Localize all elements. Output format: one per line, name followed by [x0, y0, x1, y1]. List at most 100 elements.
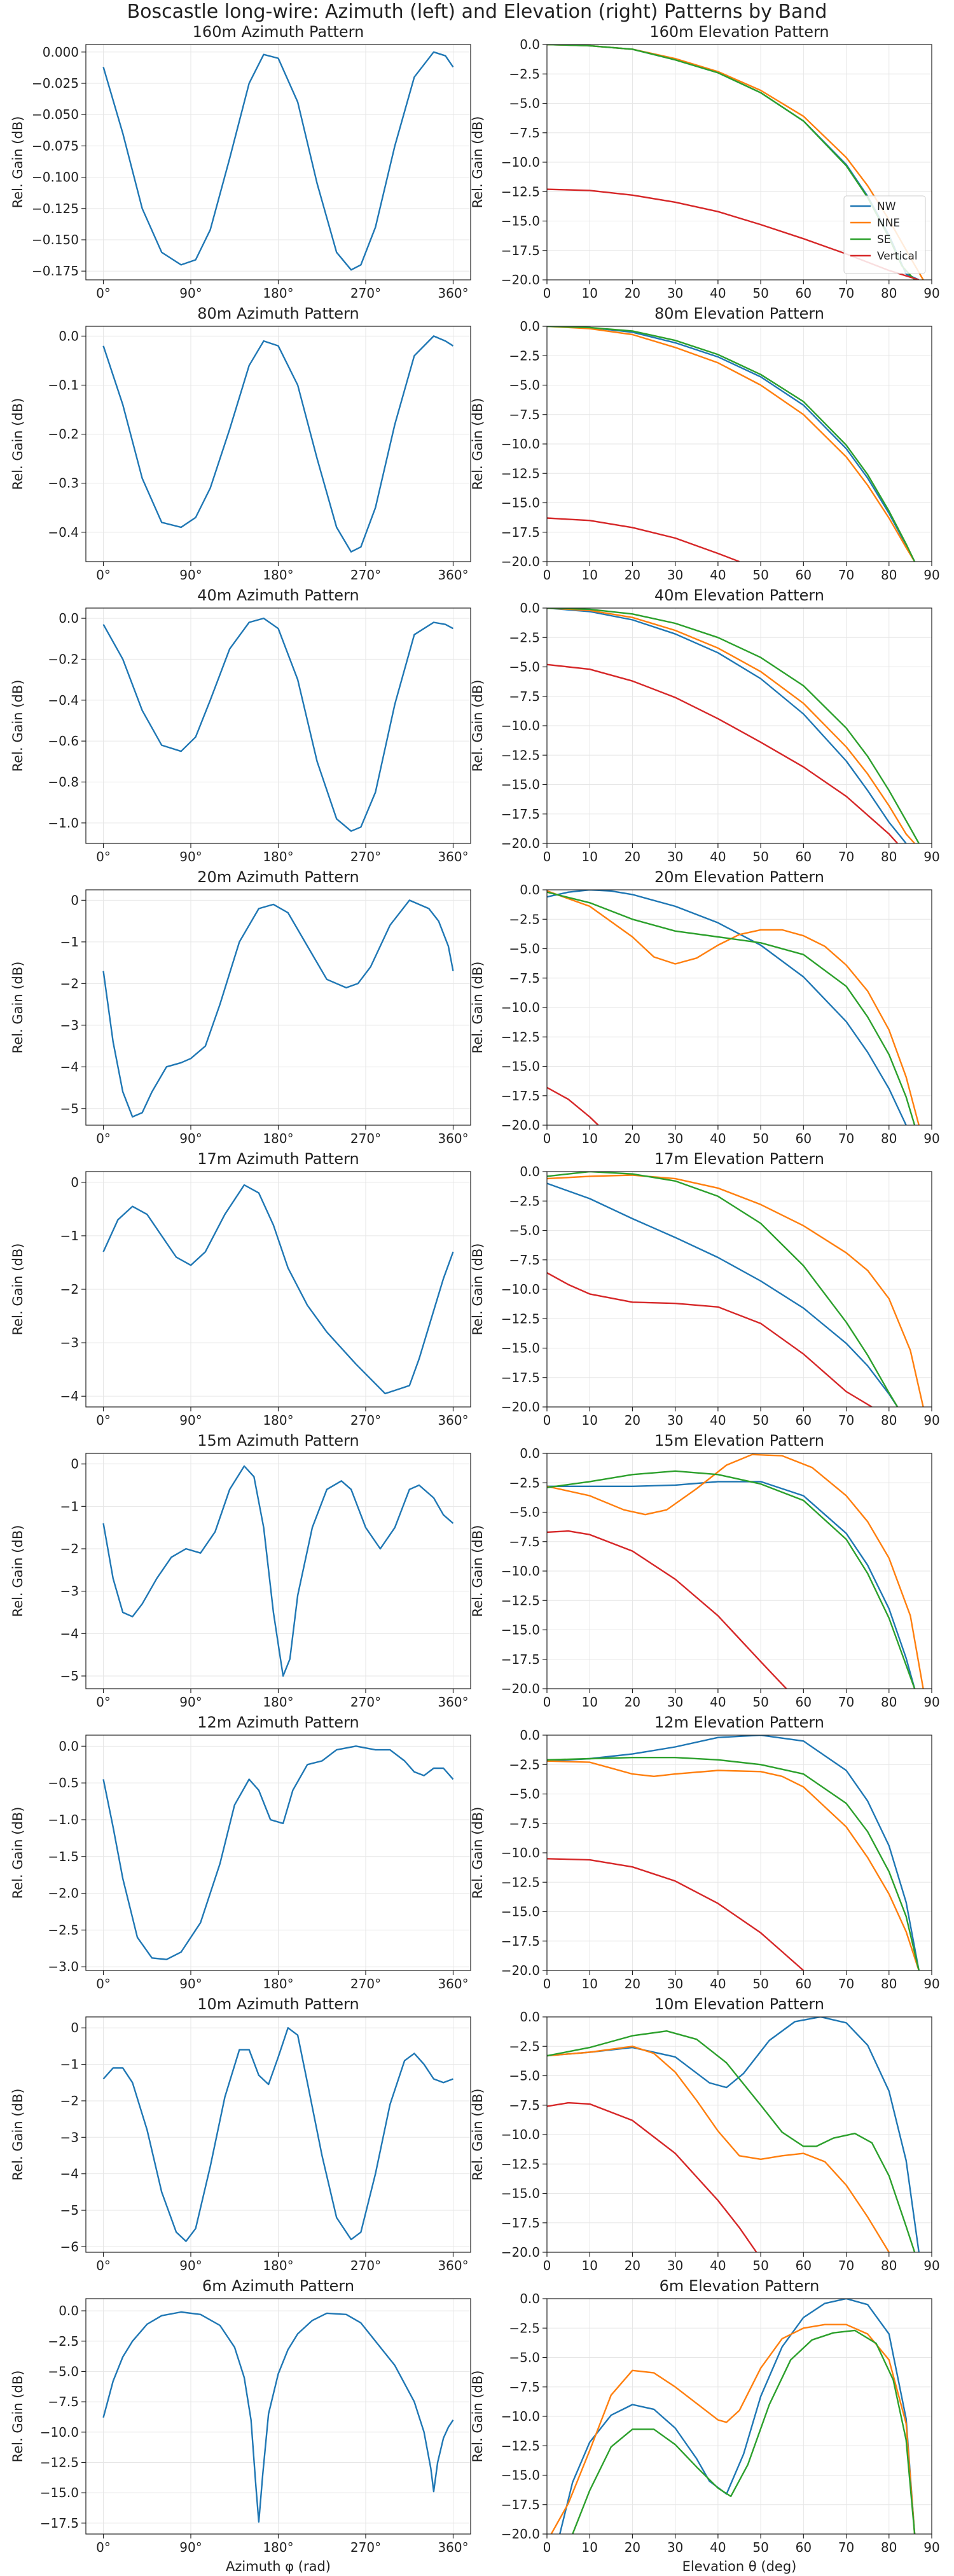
y-tick-label: −12.5 — [501, 1311, 540, 1326]
chart-panel: 0° 90° 180° 270° 360° −5 −4 −3 −2 −1 0 15m Azimuth … — [10, 1432, 471, 1710]
x-tick-label: 80 — [881, 286, 897, 301]
chart-panel: 0° 90° 180° 270° 360° −3.0 −2.5 −2.0 −1.5 −1.0 −0.… — [10, 1714, 471, 1991]
y-tick-label: −20.0 — [501, 272, 540, 287]
chart-panel: 0° 90° 180° 270° 360° −17.5 −15.0 −12.5 −10.0 −7.… — [10, 2277, 471, 2574]
y-tick-label: −1 — [60, 1228, 79, 1243]
x-tick-label: 270° — [350, 2540, 381, 2555]
x-tick-label: 60 — [796, 849, 812, 864]
chart-panel: 0° 90° 180° 270° 360° −4 −3 −2 −1 0 17m Azimuth Pa… — [10, 1150, 471, 1428]
y-tick-label: −2.5 — [48, 1922, 79, 1937]
chart-panel: 0 10 20 30 40 50 60 70 80 90 −20.0 −17.5 −15.0 −12.5 −… — [470, 868, 940, 1146]
y-tick-label: −1.0 — [48, 815, 79, 831]
x-tick-label: 90 — [923, 2258, 939, 2273]
y-tick-label: −20.0 — [501, 836, 540, 851]
x-tick-label: 0° — [96, 2258, 111, 2273]
x-tick-label: 50 — [752, 567, 768, 583]
x-tick-label: 10 — [581, 2258, 597, 2273]
y-tick-label: −3 — [60, 1018, 79, 1033]
x-tick-label: 0° — [96, 567, 111, 583]
series-line — [547, 1453, 924, 1689]
legend-label: Vertical — [877, 250, 918, 263]
series-line — [547, 1735, 920, 1970]
panel-title: 17m Elevation Pattern — [654, 1150, 824, 1168]
x-tick-label: 40 — [710, 2258, 726, 2273]
y-tick-label: −0.4 — [48, 693, 79, 708]
series-line — [547, 326, 916, 562]
series-line — [547, 1174, 924, 1407]
x-tick-label: 60 — [796, 1413, 812, 1428]
y-tick-label: −15.0 — [501, 1059, 540, 1074]
x-tick-label: 70 — [838, 1694, 854, 1710]
y-axis-label: Rel. Gain (dB) — [10, 1243, 25, 1336]
y-tick-label: −2 — [60, 2093, 79, 2109]
y-tick-label: −1 — [60, 1499, 79, 1514]
y-tick-label: 0.0 — [59, 328, 79, 343]
x-tick-label: 360° — [438, 1413, 468, 1428]
chart-panel: 0 10 20 30 40 50 60 70 80 90 −20.0 −17.5 −15.0 −12.5 −… — [470, 23, 940, 301]
x-tick-label: 80 — [881, 2540, 897, 2555]
chart-panel: 0 10 20 30 40 50 60 70 80 90 −20.0 −17.5 −15.0 −12.5 −… — [470, 1714, 940, 1991]
y-tick-label: −20.0 — [501, 2245, 540, 2260]
series-line — [102, 899, 454, 1118]
y-tick-label: −17.5 — [501, 1370, 540, 1385]
x-tick-label: 0° — [96, 1131, 111, 1146]
series-line — [547, 1086, 599, 1125]
x-tick-label: 30 — [667, 2258, 683, 2273]
x-tick-label: 90 — [923, 1976, 939, 1991]
y-tick-label: −5 — [60, 2203, 79, 2218]
y-tick-label: −10.0 — [501, 1563, 540, 1579]
x-tick-label: 20 — [625, 567, 640, 583]
x-tick-label: 60 — [796, 567, 812, 583]
y-tick-label: −10.0 — [501, 1000, 540, 1015]
y-tick-label: 0.0 — [520, 2291, 540, 2306]
x-tick-label: 80 — [881, 2258, 897, 2273]
series-line — [547, 326, 916, 562]
panel-title: 160m Azimuth Pattern — [193, 23, 364, 41]
x-tick-label: 10 — [581, 1976, 597, 1991]
y-tick-label: 0.0 — [59, 611, 79, 626]
y-tick-label: −12.5 — [501, 1874, 540, 1890]
x-tick-label: 40 — [710, 2540, 726, 2555]
panels: 0° 90° 180° 270° 360°−0.175−0.150−0.125−0.10… — [10, 23, 940, 2574]
x-axis-label: Elevation θ (deg) — [682, 2559, 797, 2574]
y-tick-label: −0.5 — [48, 1775, 79, 1790]
x-tick-label: 70 — [838, 1976, 854, 1991]
series-line — [547, 890, 920, 1125]
x-tick-label: 60 — [796, 2540, 812, 2555]
x-tick-label: 0° — [96, 1976, 111, 1991]
y-tick-label: −10.0 — [501, 718, 540, 733]
y-tick-label: −5.0 — [509, 2350, 540, 2365]
y-tick-label: −3.0 — [48, 1959, 79, 1974]
y-tick-label: −2 — [60, 1282, 79, 1297]
y-tick-label: −12.5 — [501, 747, 540, 763]
y-tick-label: −5.0 — [509, 378, 540, 393]
y-tick-label: −15.0 — [501, 2468, 540, 2483]
x-tick-label: 20 — [625, 849, 640, 864]
series-line — [547, 1182, 899, 1407]
y-tick-label: −15.0 — [501, 1904, 540, 1920]
x-tick-label: 270° — [350, 1413, 381, 1428]
y-tick-label: −5.0 — [48, 2364, 79, 2379]
y-tick-label: −5.0 — [509, 941, 540, 957]
y-tick-label: −2.5 — [509, 911, 540, 927]
y-axis-label: Rel. Gain (dB) — [470, 2089, 485, 2181]
y-tick-label: −7.5 — [509, 125, 540, 141]
y-axis-label: Rel. Gain (dB) — [470, 1807, 485, 1899]
x-tick-label: 40 — [710, 1976, 726, 1991]
x-tick-label: 0° — [96, 1413, 111, 1428]
y-tick-label: −17.5 — [501, 1088, 540, 1104]
x-tick-label: 180° — [263, 1694, 293, 1710]
y-tick-label: −15.0 — [501, 777, 540, 793]
y-tick-label: −12.5 — [501, 2438, 540, 2453]
series-line — [547, 1470, 916, 1689]
y-tick-label: −12.5 — [501, 2156, 540, 2171]
y-axis-label: Rel. Gain (dB) — [10, 116, 25, 209]
y-tick-label: −5.0 — [509, 1223, 540, 1238]
y-tick-label: −2.5 — [509, 630, 540, 645]
y-axis-label: Rel. Gain (dB) — [470, 116, 485, 209]
y-tick-label: −0.8 — [48, 774, 79, 789]
y-tick-label: −7.5 — [509, 1534, 540, 1549]
x-tick-label: 270° — [350, 849, 381, 864]
x-tick-label: 10 — [581, 1413, 597, 1428]
series-line — [102, 51, 454, 271]
